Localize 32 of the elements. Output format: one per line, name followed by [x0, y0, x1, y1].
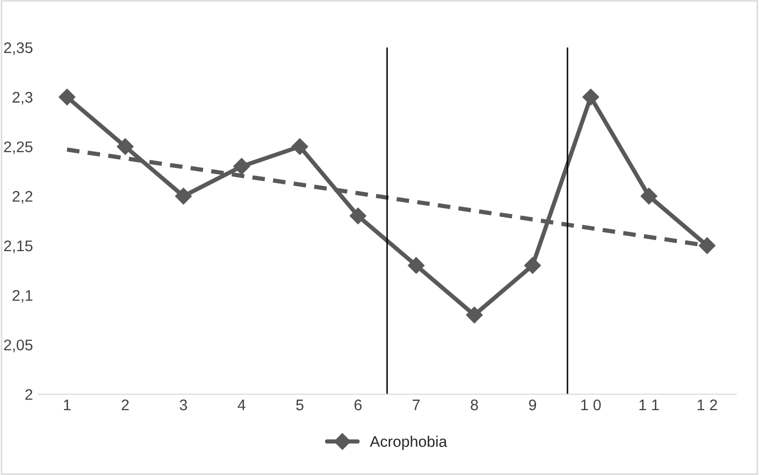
x-tick-label: 3 — [180, 400, 187, 410]
y-tick-label: 2,25 — [4, 141, 32, 154]
point — [466, 306, 483, 324]
x-tick-label: 5 — [296, 400, 304, 410]
point — [640, 188, 658, 204]
x-tick-label: 9 — [529, 400, 536, 410]
x-tick-label: 8 — [470, 400, 478, 410]
y-tick-label: 2,35 — [4, 42, 32, 55]
point — [350, 208, 366, 224]
x-tick-label: 7 — [412, 400, 420, 410]
point — [58, 88, 76, 106]
y-tick-label: 2,3 — [12, 92, 32, 105]
point — [582, 88, 600, 106]
x-tick-label: 2 — [122, 400, 129, 410]
point — [233, 158, 250, 175]
x-tick-label: 1 1 — [639, 400, 659, 410]
y-tick-label: 2,05 — [4, 340, 32, 352]
y-tick-label: 2,2 — [12, 190, 32, 204]
point — [524, 257, 541, 274]
legend-label: Acrophobia — [370, 436, 448, 450]
y-tick-label: 2 — [25, 389, 32, 400]
x-tick-label: 6 — [354, 400, 362, 410]
point — [408, 257, 425, 274]
point — [291, 138, 308, 155]
point — [116, 138, 134, 155]
point — [175, 188, 192, 204]
x-tick-label: 1 — [64, 400, 71, 410]
x-tick-label: 1 0 — [581, 400, 601, 410]
y-tick-label: 2,15 — [4, 240, 32, 254]
x-tick-label: 4 — [238, 400, 246, 410]
x-tick-label: 1 2 — [698, 400, 717, 410]
y-tick-label: 2,1 — [12, 290, 32, 303]
